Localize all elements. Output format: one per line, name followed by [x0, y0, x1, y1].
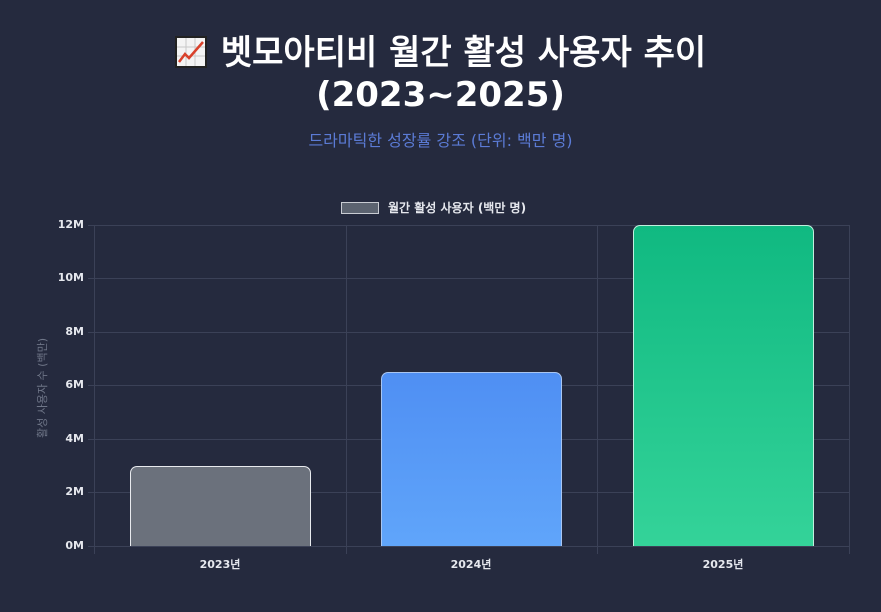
y-tick: 2M [65, 485, 84, 498]
y-tick: 12M [57, 218, 84, 231]
legend-swatch [341, 201, 379, 214]
y-tick: 8M [65, 325, 84, 338]
gridline [88, 225, 850, 226]
chart-subtitle: 드라마틱한 성장률 강조 (단위: 백만 명) [308, 131, 573, 150]
y-axis-line [94, 225, 95, 554]
y-axis-label: 활성 사용자 수 (백만) [36, 337, 49, 439]
x-tick: 2024년 [450, 558, 492, 571]
gridline [346, 225, 347, 554]
y-tick: 0M [65, 539, 84, 552]
chart-title: 벳모아티비 월간 활성 사용자 추이 (2023~2025) [0, 32, 881, 116]
x-tick: 2025년 [702, 558, 744, 571]
legend-label: 월간 활성 사용자 (백만 명) [388, 201, 527, 215]
y-tick: 6M [65, 378, 84, 391]
chart-increasing-icon [174, 36, 207, 68]
gridline [88, 332, 850, 333]
gridline [597, 225, 598, 554]
bar-2024[interactable] [381, 372, 562, 546]
gridline [849, 225, 850, 554]
gridline [88, 278, 850, 279]
y-tick: 10M [57, 271, 84, 284]
y-tick: 4M [65, 432, 84, 445]
title-line-1: 벳모아티비 월간 활성 사용자 추이 [220, 33, 707, 73]
bar-2025[interactable] [633, 225, 814, 546]
bar-2023[interactable] [130, 466, 311, 546]
title-line-2: (2023~2025) [316, 75, 565, 115]
x-axis-line [88, 546, 850, 547]
legend-item[interactable]: 월간 활성 사용자 (백만 명) [341, 199, 526, 216]
x-tick: 2023년 [199, 558, 241, 571]
